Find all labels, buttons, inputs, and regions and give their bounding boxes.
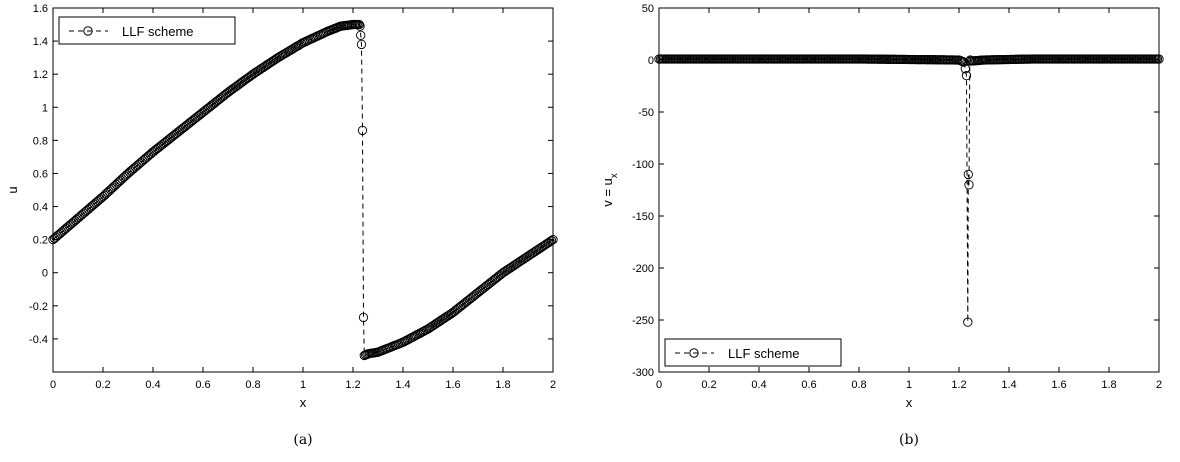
data-point-b — [960, 64, 970, 74]
data-point-a — [358, 312, 369, 323]
data-point-a — [357, 125, 368, 136]
y-tick-label-b: -300 — [632, 367, 654, 379]
x-tick-label-a: 0.6 — [195, 379, 210, 391]
caption-b: (b) — [899, 432, 919, 448]
x-tick-label-a: 1.8 — [495, 379, 510, 391]
y-axis-label-b-sub: x — [609, 173, 620, 178]
panel-a: 0 0.2 0.4 0.6 0.8 1 1.2 1.4 1.6 1.8 2 -0.4 -0.2 0 0.2 0… — [5, 3, 558, 448]
legend-marker-b — [689, 348, 699, 358]
data-point-a — [548, 234, 558, 245]
x-tick-label-b: 1.4 — [1001, 379, 1016, 391]
data-point-b — [963, 317, 973, 327]
data-point-a — [418, 326, 429, 336]
y-tick-label-b: -50 — [638, 107, 654, 119]
x-tick-label-b: 1.2 — [951, 379, 966, 391]
x-tick-label-b: 0.6 — [801, 379, 816, 391]
x-tick-label-a: 0 — [50, 379, 56, 391]
legend-label-a: LLF scheme — [122, 24, 194, 39]
data-point-a — [413, 329, 423, 340]
y-tick-label-b: -250 — [632, 315, 654, 327]
data-point-a — [415, 328, 426, 338]
data-point-a — [285, 45, 295, 56]
y-axis-label-a: u — [5, 186, 20, 193]
x-axis-label-a: x — [300, 395, 307, 410]
y-axis-label-b-group: v = ux — [600, 173, 620, 207]
data-point-a — [402, 335, 413, 345]
y-tick-label-a: 1.2 — [33, 69, 48, 81]
x-tick-label-a: 0.4 — [145, 379, 160, 391]
y-tick-label-a: 1 — [42, 102, 48, 114]
x-tick-label-a: 2 — [550, 379, 556, 391]
data-point-b — [964, 180, 974, 190]
legend-b: LLF scheme — [664, 338, 842, 367]
x-tick-label-b: 0.4 — [751, 379, 766, 391]
data-point-a — [355, 21, 365, 31]
series-a — [48, 19, 558, 361]
data-point-a — [545, 236, 555, 247]
plot-area-a — [52, 7, 554, 373]
x-tick-label-b: 2 — [1156, 379, 1162, 391]
y-axis-label-b: v = ux — [600, 173, 620, 207]
x-tick-label-a: 1.4 — [395, 379, 410, 391]
data-point-a — [408, 332, 418, 342]
data-point-a — [410, 331, 420, 341]
axis-ticks-b: 0 0.2 0.4 0.6 0.8 1 1.2 1.4 1.6 1.8 2 -300 -250 -200 -… — [632, 3, 1162, 391]
y-axis-label-b-main: v = u — [600, 178, 615, 207]
y-tick-label-a: 0.2 — [33, 235, 48, 247]
y-tick-label-b: 50 — [642, 3, 654, 15]
legend-marker-a — [83, 26, 93, 36]
y-tick-label-b: -100 — [632, 159, 654, 171]
data-point-a — [420, 325, 430, 336]
data-point-a — [417, 327, 427, 337]
x-axis-label-b: x — [906, 395, 913, 410]
x-tick-label-b: 1.8 — [1101, 379, 1116, 391]
x-tick-label-a: 0.2 — [95, 379, 110, 391]
y-tick-label-a: 1.4 — [33, 36, 48, 48]
y-tick-label-a: 0.4 — [33, 202, 48, 214]
x-tick-label-b: 1 — [906, 379, 912, 391]
y-tick-label-a: 0 — [42, 268, 48, 280]
y-tick-label-b: -200 — [632, 263, 654, 275]
data-point-a — [405, 333, 416, 343]
y-tick-label-b: 0 — [648, 55, 654, 67]
data-point-a — [401, 336, 411, 346]
data-point-a — [546, 235, 557, 246]
data-point-b — [1154, 54, 1164, 64]
legend-label-b: LLF scheme — [728, 346, 800, 361]
axis-ticks-a: 0 0.2 0.4 0.6 0.8 1 1.2 1.4 1.6 1.8 2 -0.4 -0.2 0 0.2 0… — [29, 3, 556, 391]
data-point-b — [961, 70, 972, 81]
data-point-a — [414, 329, 424, 339]
data-point-a — [399, 336, 410, 347]
y-tick-label-a: 0.6 — [33, 168, 48, 180]
x-tick-label-a: 1.6 — [445, 379, 460, 391]
x-tick-label-a: 0.8 — [245, 379, 260, 391]
x-tick-label-a: 1.2 — [345, 379, 360, 391]
data-point-a — [356, 39, 367, 50]
data-point-b — [959, 57, 969, 67]
x-tick-label-b: 0 — [656, 379, 662, 391]
x-tick-label-b: 0.8 — [851, 379, 866, 391]
y-tick-label-a: 0.8 — [33, 135, 48, 147]
data-point-a — [295, 39, 305, 50]
x-tick-label-b: 0.2 — [701, 379, 716, 391]
panel-b: 0 0.2 0.4 0.6 0.8 1 1.2 1.4 1.6 1.8 2 -300 -250 -200 -… — [600, 3, 1164, 448]
y-tick-label-a: 1.6 — [33, 3, 48, 15]
data-point-a — [404, 334, 414, 344]
data-point-a — [398, 337, 408, 347]
y-tick-label-b: -150 — [632, 211, 654, 223]
caption-a: (a) — [293, 432, 312, 448]
x-tick-label-b: 1.6 — [1051, 379, 1066, 391]
y-tick-label-a: -0.2 — [29, 301, 48, 313]
y-tick-label-a: -0.4 — [29, 334, 48, 346]
x-tick-label-a: 1 — [300, 379, 306, 391]
series-b — [654, 54, 1164, 327]
legend-a: LLF scheme — [58, 16, 236, 45]
data-point-b — [963, 169, 973, 180]
data-point-a — [356, 30, 366, 40]
